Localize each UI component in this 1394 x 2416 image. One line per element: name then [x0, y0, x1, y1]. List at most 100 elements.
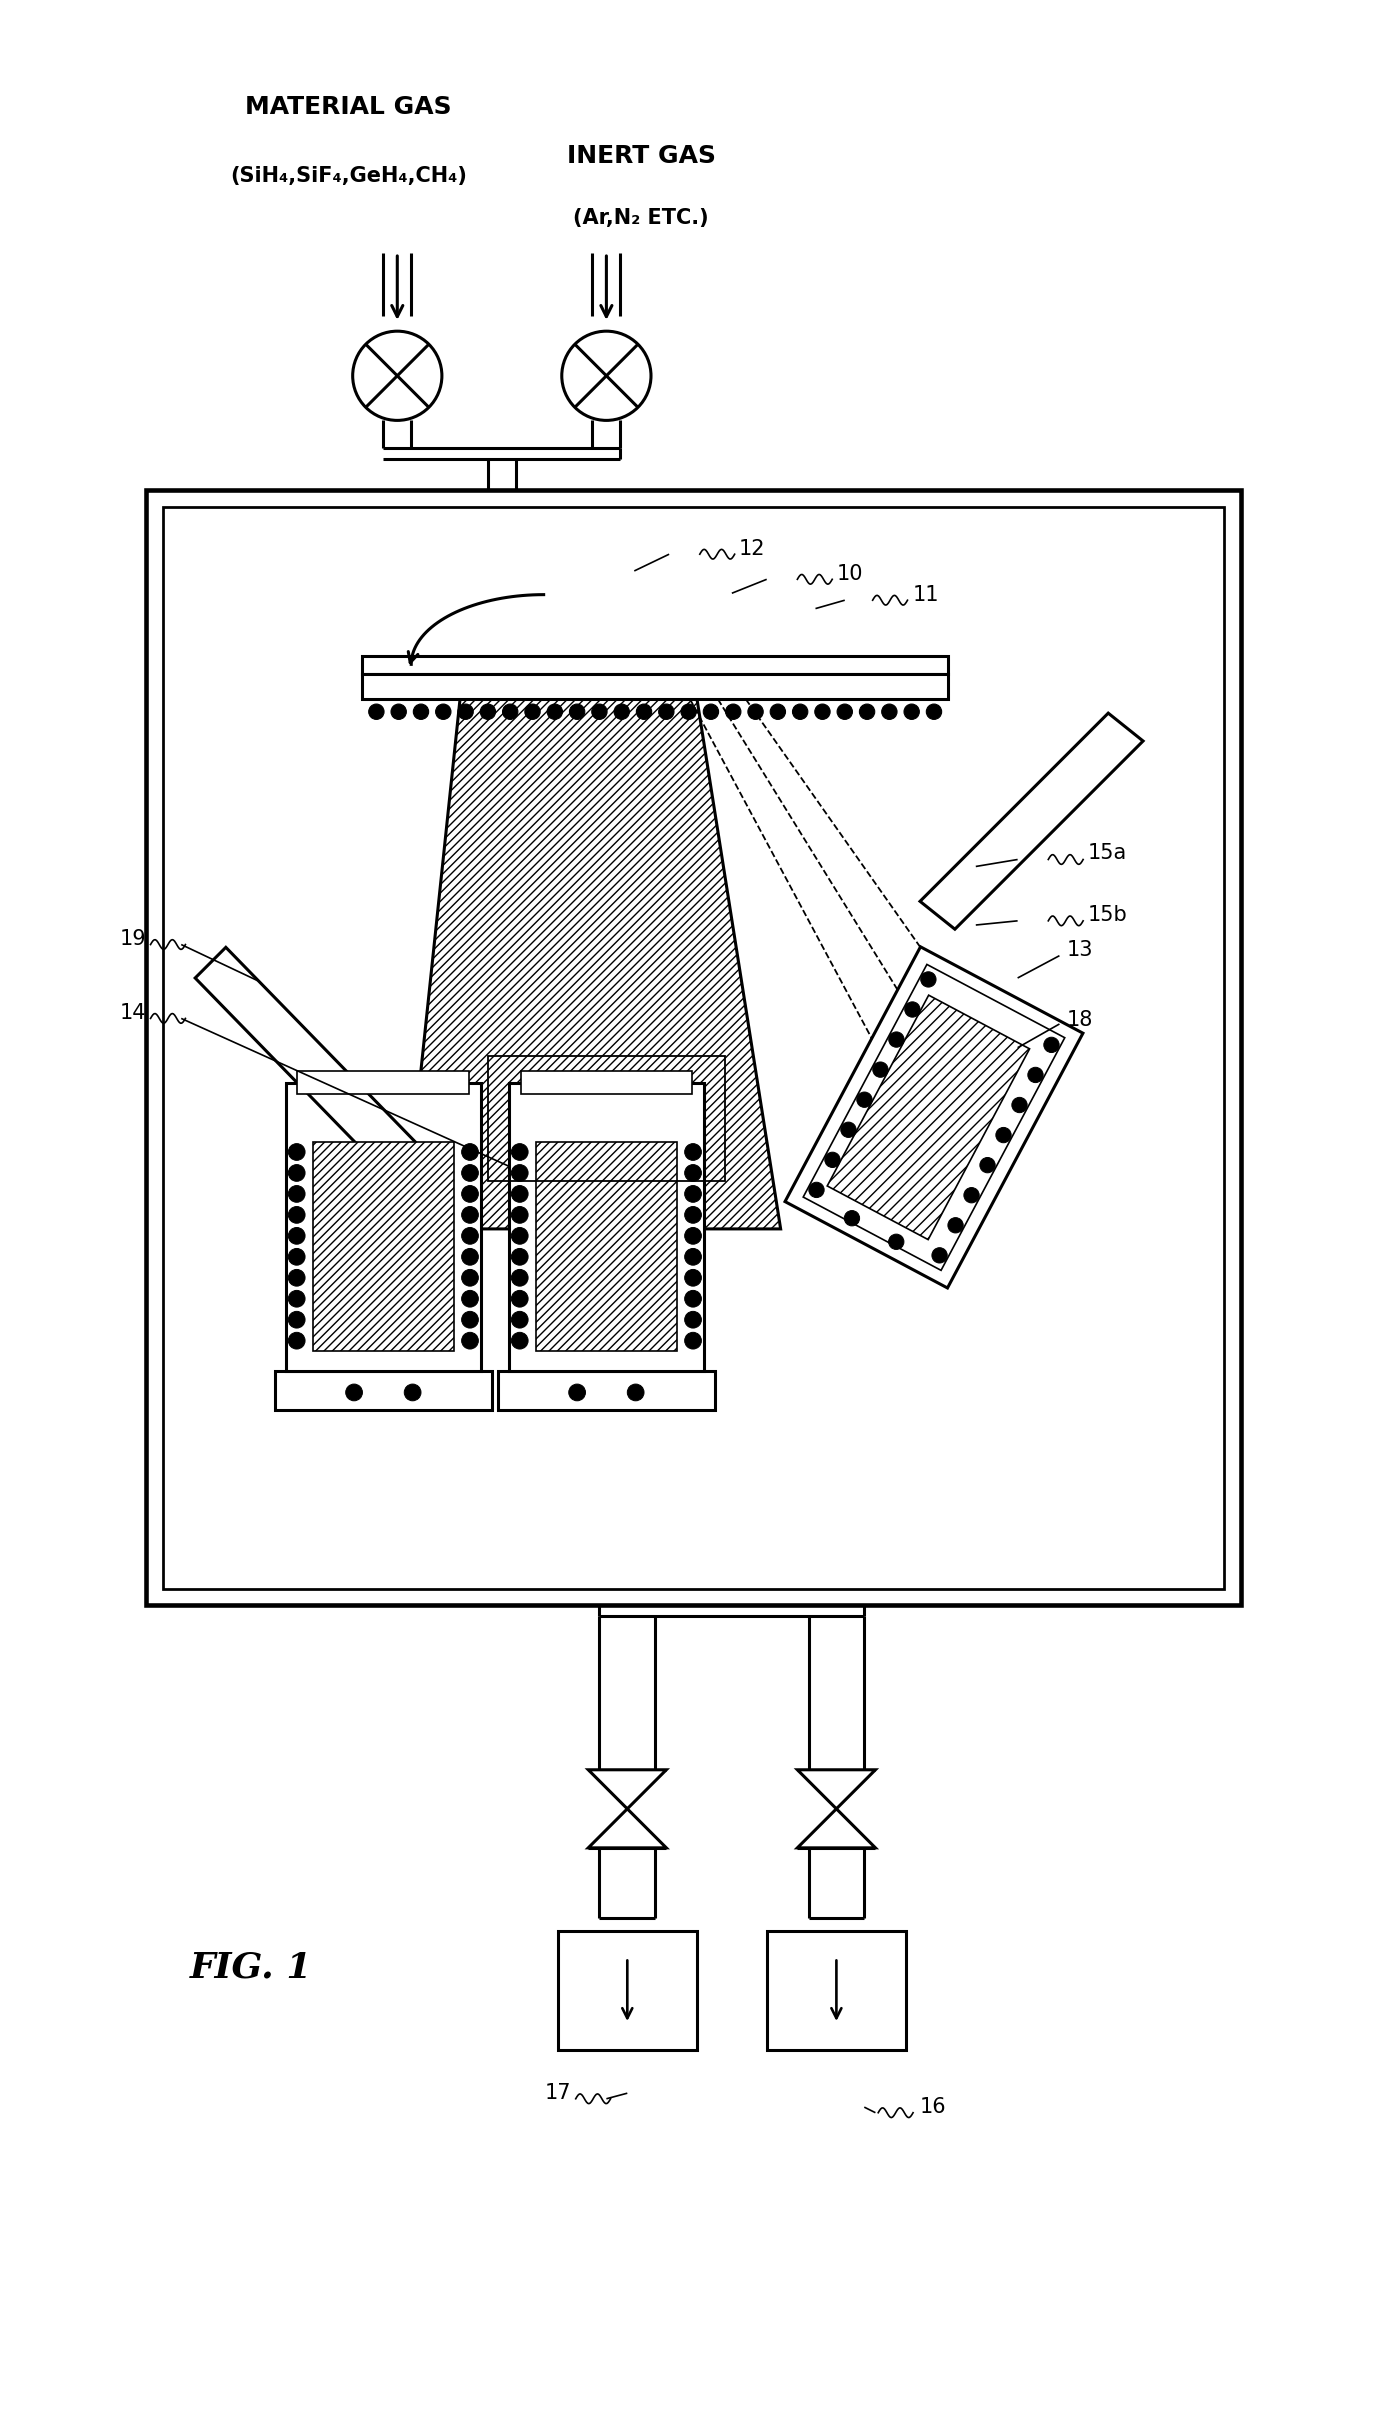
Circle shape — [859, 703, 875, 720]
Text: 18: 18 — [1066, 1010, 1093, 1029]
Circle shape — [548, 703, 563, 720]
Circle shape — [461, 1143, 478, 1160]
Circle shape — [659, 703, 675, 720]
Text: (SiH₄,SiF₄,GeH₄,CH₄): (SiH₄,SiF₄,GeH₄,CH₄) — [230, 167, 467, 186]
Circle shape — [569, 1384, 585, 1401]
Circle shape — [926, 703, 942, 720]
Circle shape — [684, 1186, 701, 1203]
Circle shape — [684, 1312, 701, 1329]
Polygon shape — [588, 1771, 666, 1810]
Bar — [498, 1370, 715, 1411]
Circle shape — [592, 703, 608, 720]
Circle shape — [845, 1210, 860, 1225]
Circle shape — [636, 703, 652, 720]
Circle shape — [524, 703, 541, 720]
Circle shape — [353, 331, 442, 420]
Bar — [362, 657, 948, 674]
Text: 14: 14 — [120, 1003, 146, 1022]
Text: 12: 12 — [739, 539, 765, 558]
Polygon shape — [797, 1771, 875, 1810]
Text: 19: 19 — [120, 930, 146, 949]
Circle shape — [461, 1165, 478, 1181]
Circle shape — [684, 1143, 701, 1160]
Circle shape — [404, 1384, 421, 1401]
Circle shape — [346, 1384, 362, 1401]
Polygon shape — [803, 964, 1065, 1271]
Polygon shape — [785, 947, 1083, 1288]
Circle shape — [684, 1227, 701, 1244]
Text: 15b: 15b — [1087, 906, 1128, 925]
Bar — [558, 1930, 697, 2049]
Text: 15a: 15a — [1087, 843, 1126, 863]
Polygon shape — [920, 713, 1143, 930]
Circle shape — [1044, 1036, 1059, 1053]
Circle shape — [369, 703, 385, 720]
Polygon shape — [797, 1810, 875, 1848]
Circle shape — [512, 1206, 528, 1222]
Circle shape — [481, 703, 496, 720]
Circle shape — [461, 1186, 478, 1203]
Circle shape — [841, 1121, 856, 1138]
Circle shape — [512, 1227, 528, 1244]
Circle shape — [289, 1165, 305, 1181]
Circle shape — [995, 1128, 1011, 1143]
Circle shape — [615, 703, 630, 720]
Circle shape — [289, 1312, 305, 1329]
Circle shape — [562, 331, 651, 420]
Circle shape — [684, 1331, 701, 1348]
Circle shape — [980, 1157, 995, 1172]
Circle shape — [289, 1186, 305, 1203]
Circle shape — [1027, 1068, 1043, 1082]
Text: (Ar,N₂ ETC.): (Ar,N₂ ETC.) — [573, 208, 710, 227]
Bar — [275, 1370, 492, 1411]
Circle shape — [838, 703, 853, 720]
Circle shape — [1012, 1097, 1027, 1114]
Circle shape — [512, 1249, 528, 1266]
Text: MATERIAL GAS: MATERIAL GAS — [245, 94, 452, 118]
Bar — [297, 1070, 470, 1094]
Circle shape — [905, 703, 920, 720]
Circle shape — [905, 1003, 920, 1017]
Circle shape — [512, 1143, 528, 1160]
Circle shape — [948, 1218, 963, 1232]
Text: 11: 11 — [913, 585, 940, 604]
Circle shape — [461, 1249, 478, 1266]
Polygon shape — [195, 947, 432, 1189]
Circle shape — [289, 1227, 305, 1244]
Circle shape — [512, 1290, 528, 1307]
Bar — [314, 1140, 453, 1351]
Circle shape — [461, 1227, 478, 1244]
Bar — [537, 1140, 676, 1351]
Text: INERT GAS: INERT GAS — [567, 143, 715, 167]
Circle shape — [289, 1331, 305, 1348]
Circle shape — [459, 703, 474, 720]
Circle shape — [503, 703, 519, 720]
Circle shape — [435, 703, 452, 720]
Text: 16: 16 — [920, 2097, 947, 2116]
Circle shape — [684, 1249, 701, 1266]
Circle shape — [873, 1063, 888, 1078]
Circle shape — [726, 703, 742, 720]
Text: FIG. 1: FIG. 1 — [190, 1950, 312, 1984]
Circle shape — [627, 1384, 644, 1401]
Circle shape — [512, 1186, 528, 1203]
Circle shape — [881, 703, 898, 720]
Circle shape — [684, 1290, 701, 1307]
Circle shape — [933, 1247, 948, 1264]
Circle shape — [825, 1152, 841, 1167]
Polygon shape — [588, 1810, 666, 1848]
Circle shape — [814, 703, 831, 720]
Circle shape — [289, 1206, 305, 1222]
Text: 17: 17 — [545, 2083, 572, 2104]
Circle shape — [682, 703, 697, 720]
Circle shape — [512, 1268, 528, 1285]
Circle shape — [461, 1331, 478, 1348]
Circle shape — [809, 1181, 824, 1198]
Bar — [509, 1082, 704, 1370]
Bar — [520, 1070, 693, 1094]
Circle shape — [414, 703, 429, 720]
Circle shape — [920, 971, 935, 988]
Bar — [163, 507, 1224, 1590]
Text: 10: 10 — [836, 563, 863, 585]
Circle shape — [792, 703, 809, 720]
